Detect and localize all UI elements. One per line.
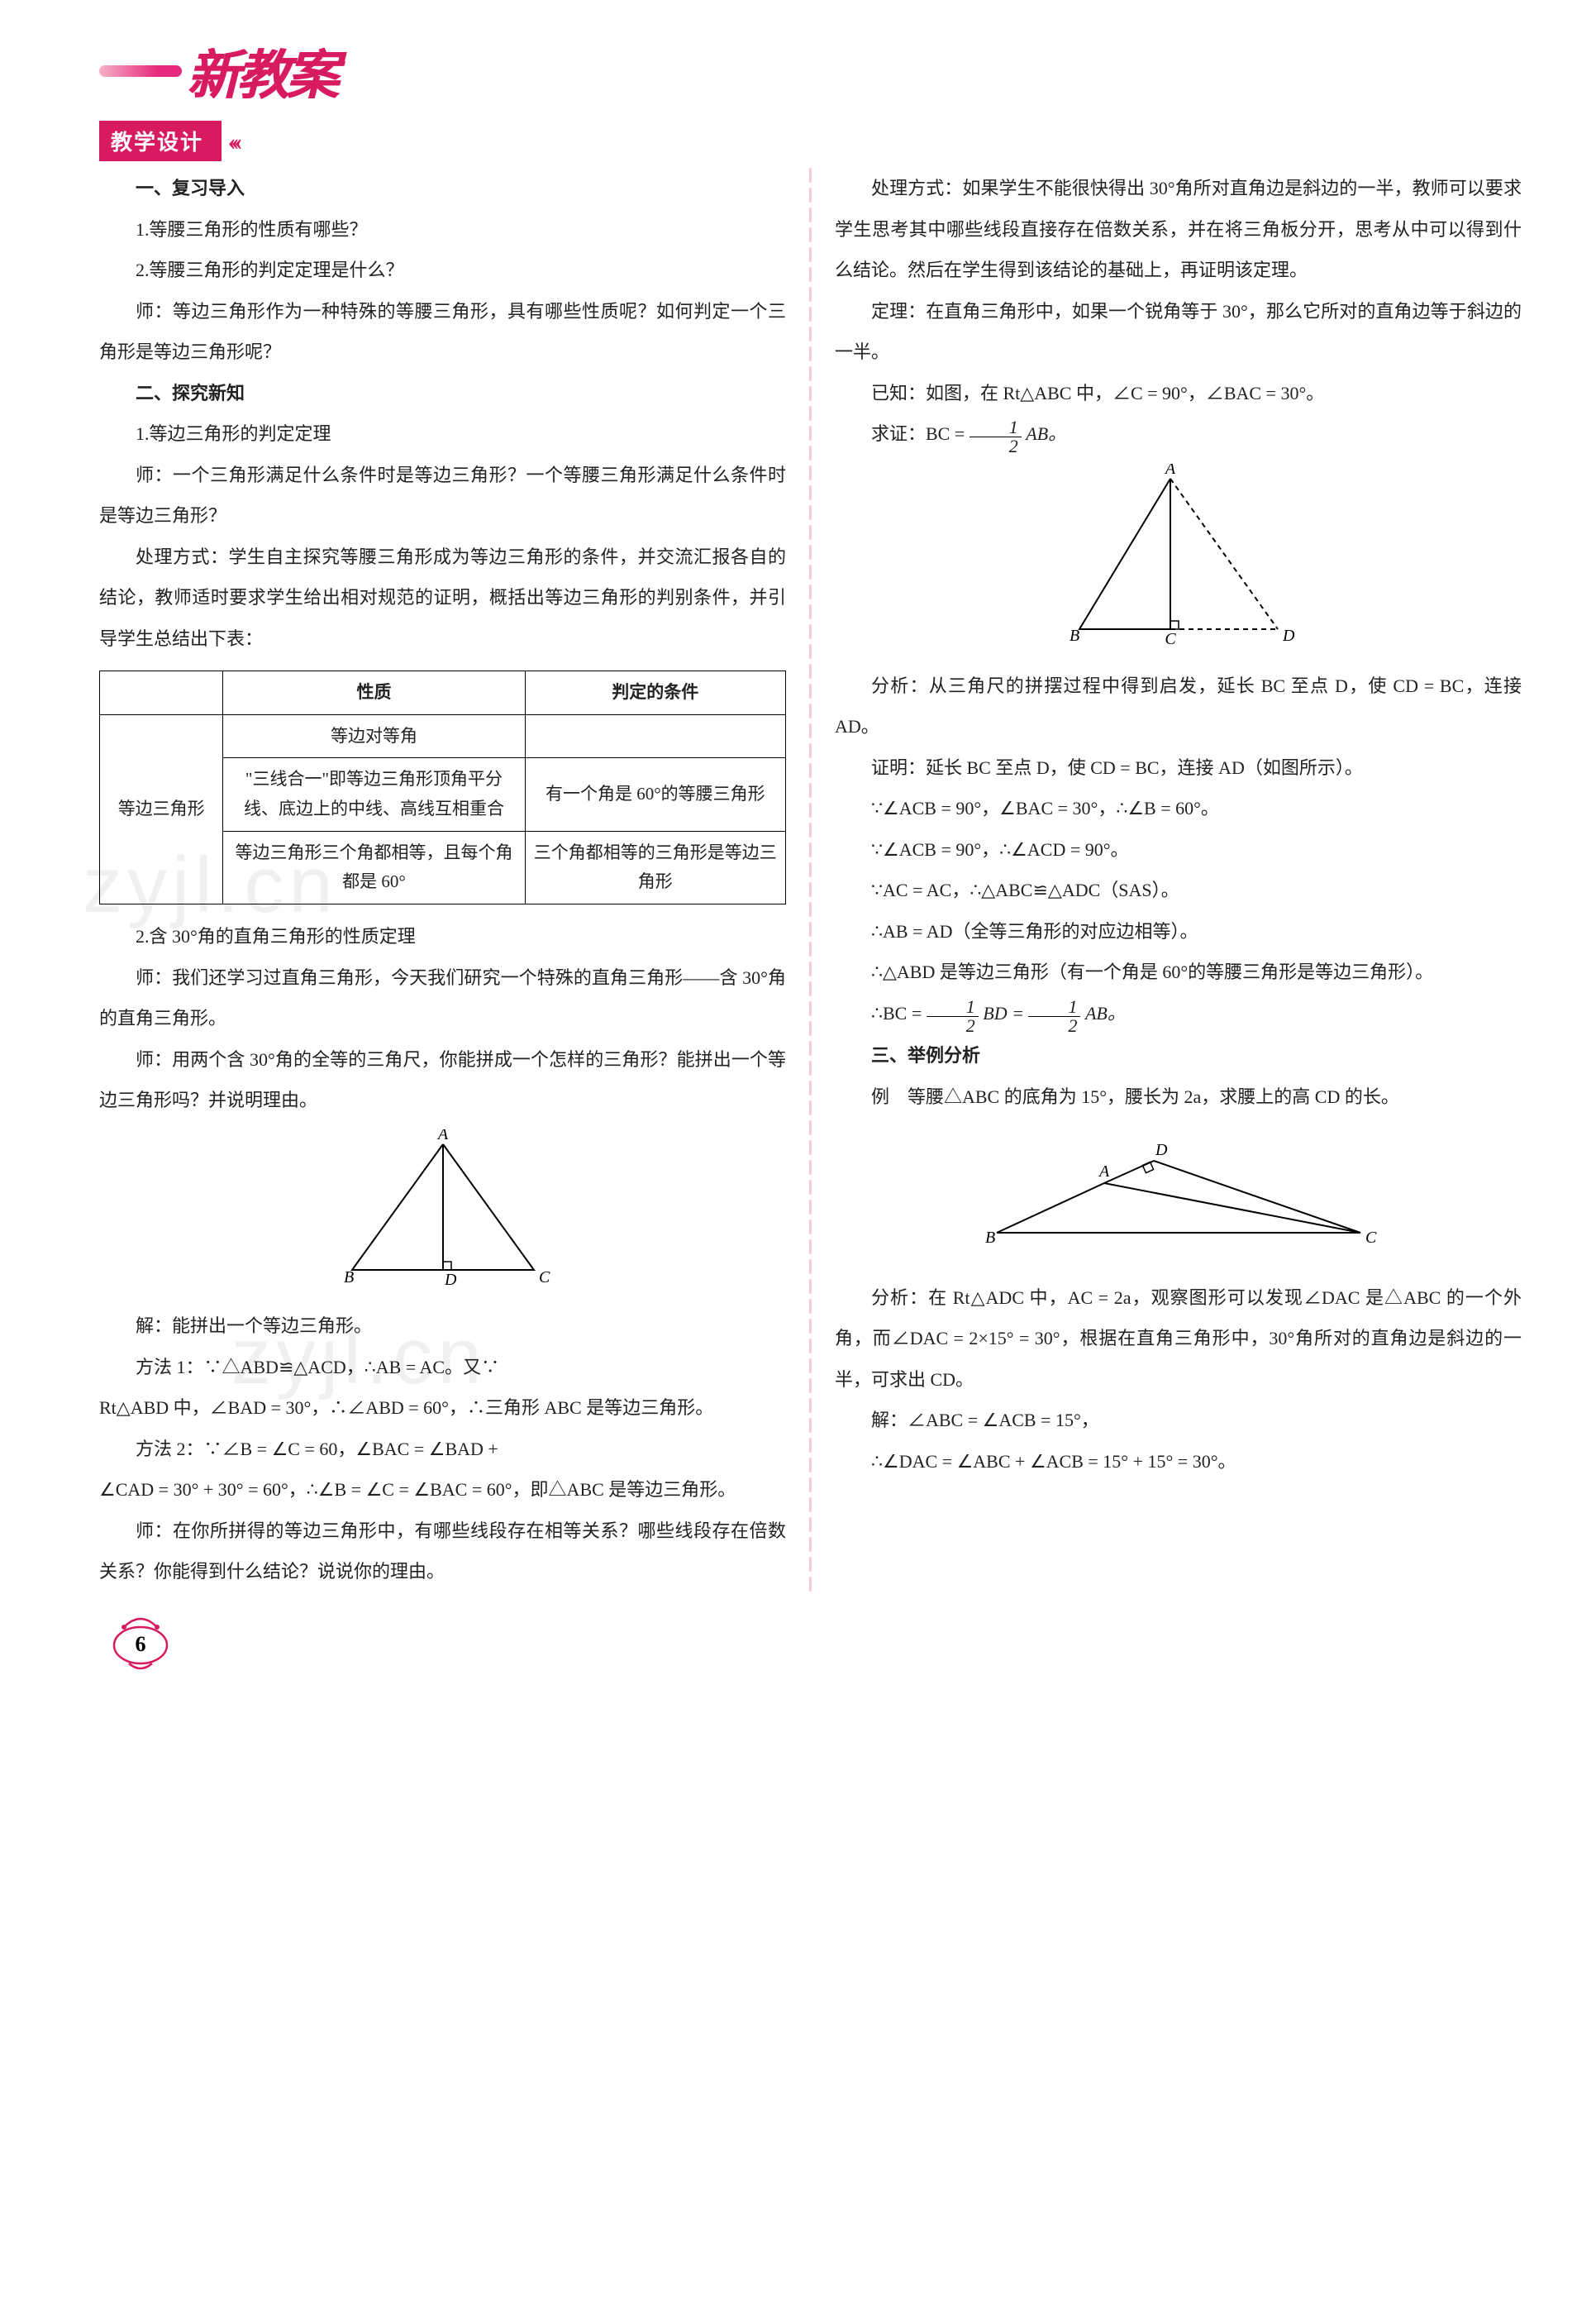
right-column: 处理方式：如果学生不能很快得出 30°角所对直角边是斜边的一半，教师可以要求学生… xyxy=(812,168,1522,1592)
cell: 等边对等角 xyxy=(223,714,525,758)
figure-triangle-2: A B C D xyxy=(835,464,1522,661)
proof-line: ∴△ABD 是等边三角形（有一个角是 60°的等腰三角形是等边三角形）。 xyxy=(835,952,1522,993)
vertex-a: A xyxy=(436,1129,448,1143)
solution-line: ∴∠DAC = ∠ABC + ∠ACB = 15° + 15° = 30°。 xyxy=(835,1441,1522,1482)
book-title: 新教案 xyxy=(187,33,336,109)
para: 处理方式：如果学生不能很快得出 30°角所对直角边是斜边的一半，教师可以要求学生… xyxy=(835,168,1522,291)
para: 处理方式：学生自主探究等腰三角形成为等边三角形的条件，并交流汇报各自的结论，教师… xyxy=(99,537,786,660)
proof-line: ∵AC = AC，∴△ABC≌△ADC（SAS）。 xyxy=(835,870,1522,911)
solution-line: 解：∠ABC = ∠ACB = 15°， xyxy=(835,1400,1522,1441)
analysis-2: 分析：在 Rt△ADC 中，AC = 2a，观察图形可以发现∠DAC 是△ABC… xyxy=(835,1277,1522,1401)
th-property: 性质 xyxy=(223,671,525,715)
vertex-d: D xyxy=(1282,627,1295,645)
to-prove: 求证：BC = 1 2 AB。 xyxy=(835,413,1522,456)
cell: "三线合一"即等边三角形顶角平分线、底边上的中线、高线互相重合 xyxy=(223,758,525,831)
analysis: 分析：从三角尺的拼摆过程中得到启发，延长 BC 至点 D，使 CD = BC，连… xyxy=(835,666,1522,747)
example: 例 等腰△ABC 的底角为 15°，腰长为 2a，求腰上的高 CD 的长。 xyxy=(835,1076,1522,1118)
para: 师：我们还学习过直角三角形，今天我们研究一个特殊的直角三角形——含 30°角的直… xyxy=(99,957,786,1039)
cell xyxy=(525,714,785,758)
vertex-c: C xyxy=(1365,1229,1377,1247)
method-2: 方法 2：∵∠B = ∠C = 60，∠BAC = ∠BAD + xyxy=(99,1429,786,1470)
section-tag: 教学设计 xyxy=(99,121,222,161)
para: 师：等边三角形作为一种特殊的等腰三角形，具有哪些性质呢？如何判定一个三角形是等边… xyxy=(99,291,786,373)
row-label: 等边三角形 xyxy=(100,714,223,904)
theorem: 定理：在直角三角形中，如果一个锐角等于 30°，那么它所对的直角边等于斜边的一半… xyxy=(835,291,1522,373)
heading-1: 一、复习导入 xyxy=(99,168,786,209)
fraction: 1 2 xyxy=(927,998,979,1035)
proof-conclusion: ∴BC = 1 2 BD = 1 2 AB。 xyxy=(835,993,1522,1035)
fraction: 1 2 xyxy=(1028,998,1080,1035)
sub-1: 1.等边三角形的判定定理 xyxy=(99,413,786,455)
numerator: 1 xyxy=(1028,998,1080,1017)
heading-2: 二、探究新知 xyxy=(99,373,786,414)
vertex-b: B xyxy=(344,1268,354,1286)
page-number-badge: 6 xyxy=(99,1614,182,1672)
sub-2: 2.含 30°角的直角三角形的性质定理 xyxy=(99,916,786,957)
method-2b: ∠CAD = 30° + 30° = 60°，∴∠B = ∠C = ∠BAC =… xyxy=(99,1469,786,1511)
vertex-c: C xyxy=(1165,630,1176,646)
cell: 等边三角形三个角都相等，且每个角都是 60° xyxy=(223,831,525,904)
vertex-a: A xyxy=(1163,464,1175,478)
page-number: 6 xyxy=(99,1632,182,1657)
given: 已知：如图，在 Rt△ABC 中，∠C = 90°，∠BAC = 30°。 xyxy=(835,373,1522,414)
properties-table: 性质 判定的条件 等边三角形 等边对等角 "三线合一"即等边三角形顶角平分线、底… xyxy=(99,671,786,904)
text: AB。 xyxy=(1085,1003,1126,1024)
pencil-icon xyxy=(99,65,182,77)
numerator: 1 xyxy=(927,998,979,1017)
para: 师：在你所拼得的等边三角形中，有哪些线段存在相等关系？哪些线段存在倍数关系？你能… xyxy=(99,1511,786,1592)
proof-line: ∵∠ACB = 90°，∠BAC = 30°，∴∠B = 60°。 xyxy=(835,788,1522,829)
fraction: 1 2 xyxy=(970,418,1022,456)
para: 师：用两个含 30°角的全等的三角尺，你能拼成一个怎样的三角形？能拼出一个等边三… xyxy=(99,1039,786,1121)
left-column: zyjl.cn 一、复习导入 1.等腰三角形的性质有哪些？ 2.等腰三角形的判定… xyxy=(99,168,809,1592)
text: BD = xyxy=(983,1003,1028,1024)
para: 解：能拼出一个等边三角形。 xyxy=(99,1305,786,1347)
heading-3: 三、举例分析 xyxy=(835,1035,1522,1076)
para: 师：一个三角形满足什么条件时是等边三角形？一个等腰三角形满足什么条件时是等边三角… xyxy=(99,455,786,537)
proof-line: ∴AB = AD（全等三角形的对应边相等）。 xyxy=(835,911,1522,952)
cell: 三个角都相等的三角形是等边三角形 xyxy=(525,831,785,904)
cell: 有一个角是 60°的等腰三角形 xyxy=(525,758,785,831)
figure-triangle-3: A B C D xyxy=(835,1125,1522,1272)
vertex-c: C xyxy=(539,1268,550,1286)
denominator: 2 xyxy=(1028,1017,1080,1035)
numerator: 1 xyxy=(970,418,1022,437)
denominator: 2 xyxy=(970,437,1022,456)
vertex-d: D xyxy=(444,1271,457,1286)
method-1: 方法 1：∵△ABD≌△ACD，∴AB = AC。又∵ xyxy=(99,1347,786,1388)
proof: 证明：延长 BC 至点 D，使 CD = BC，连接 AD（如图所示）。 xyxy=(835,747,1522,789)
column-divider xyxy=(809,168,812,1592)
chevron-left-icon: ‹‹‹ xyxy=(228,128,238,155)
content-columns: zyjl.cn 一、复习导入 1.等腰三角形的性质有哪些？ 2.等腰三角形的判定… xyxy=(99,168,1522,1592)
vertex-b: B xyxy=(985,1229,995,1247)
proof-line: ∵∠ACB = 90°，∴∠ACD = 90°。 xyxy=(835,829,1522,871)
text: AB。 xyxy=(1026,423,1066,444)
section-tag-row: 教学设计 ‹‹‹ xyxy=(99,121,1522,161)
text: 方法 2：∵∠B = ∠C = 60，∠BAC = ∠BAD + xyxy=(136,1439,498,1459)
figure-triangle-1: A B C D xyxy=(99,1129,786,1301)
question-2: 2.等腰三角形的判定定理是什么？ xyxy=(99,250,786,291)
page-header: 新教案 xyxy=(99,33,1522,109)
th-blank xyxy=(100,671,223,715)
denominator: 2 xyxy=(927,1017,979,1035)
text: ∴BC = xyxy=(871,1003,927,1024)
method-1b: Rt△ABD 中，∠BAD = 30°，∴∠ABD = 60°，∴三角形 ABC… xyxy=(99,1387,786,1429)
vertex-d: D xyxy=(1155,1141,1168,1159)
text: 方法 1：∵△ABD≌△ACD，∴AB = AC。又∵ xyxy=(136,1357,499,1377)
vertex-b: B xyxy=(1070,627,1079,645)
vertex-a: A xyxy=(1098,1162,1110,1181)
th-condition: 判定的条件 xyxy=(525,671,785,715)
text: 求证：BC = xyxy=(871,423,970,444)
question-1: 1.等腰三角形的性质有哪些？ xyxy=(99,209,786,251)
